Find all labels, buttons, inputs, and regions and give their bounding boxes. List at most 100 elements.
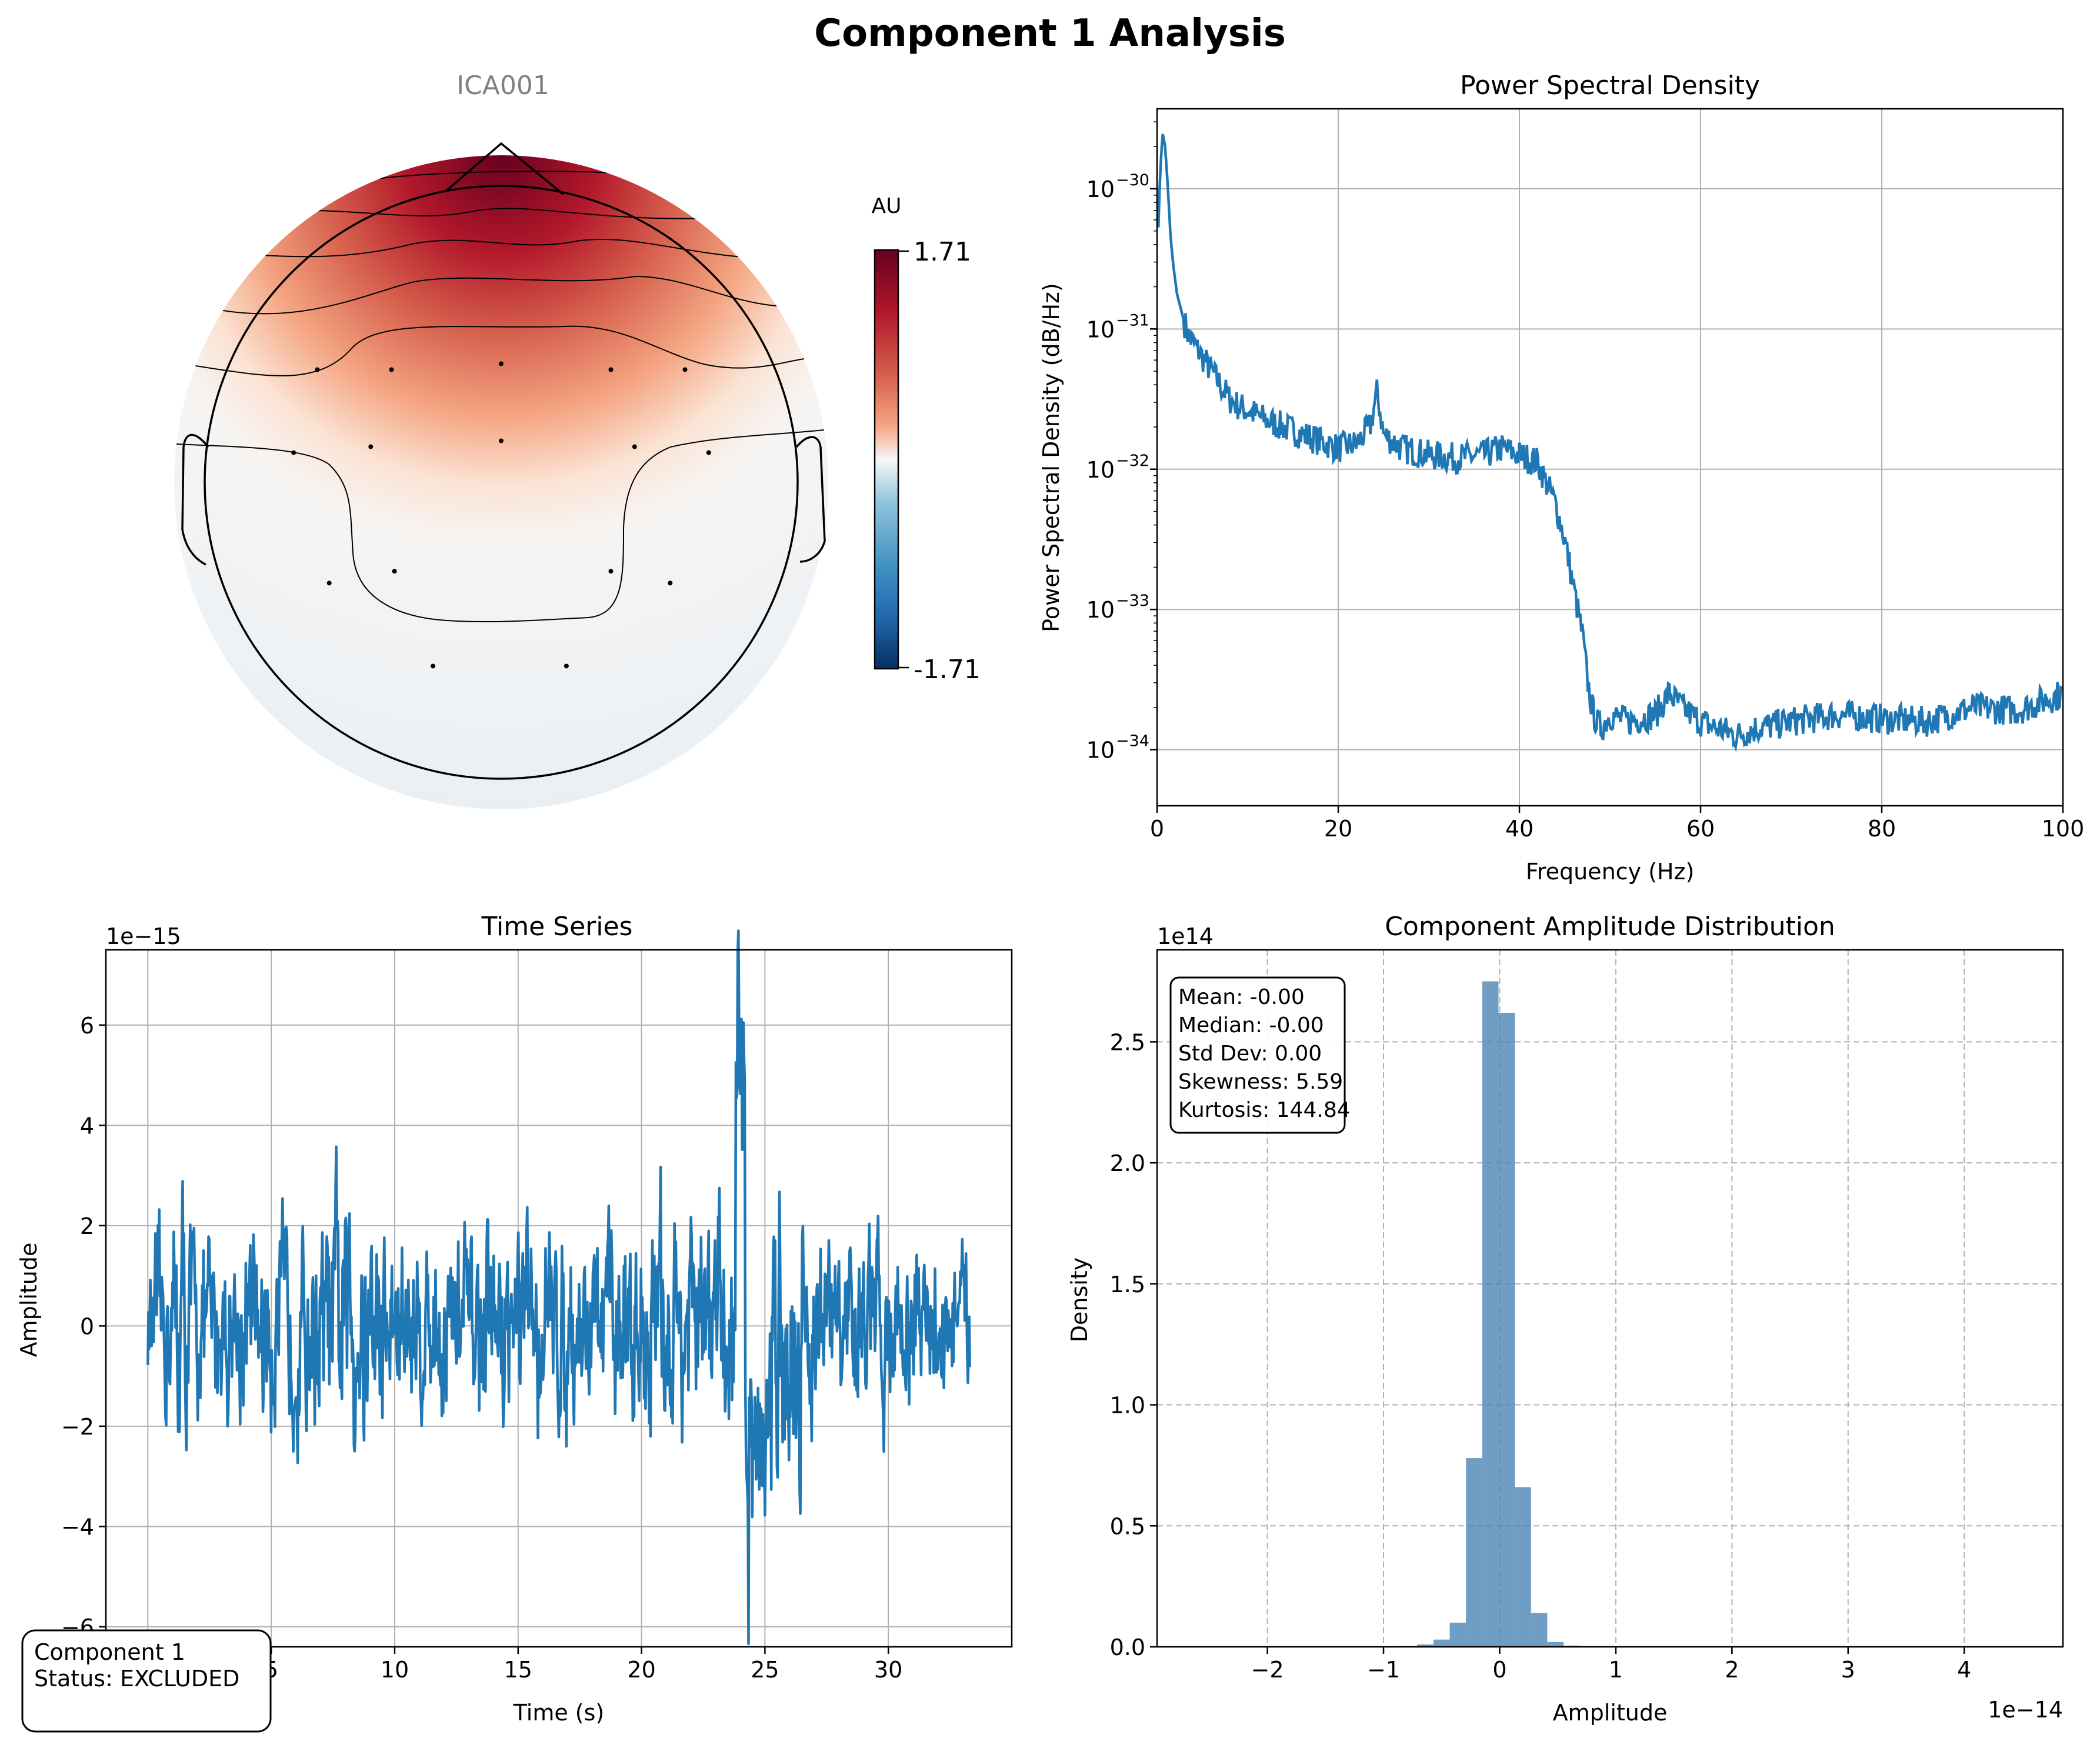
hist-bar (1417, 1644, 1434, 1647)
sensor-markers (291, 361, 711, 669)
psd-ylabel: Power Spectral Density (dB/Hz) (1038, 283, 1064, 632)
ts-ytick-label: 4 (80, 1113, 94, 1139)
sensor-marker (668, 581, 673, 586)
psd-ytick-label: 10 (1086, 738, 1115, 763)
sensor-marker (291, 450, 296, 455)
figure-title: Component 1 Analysis (814, 12, 1286, 55)
ts-xtick-label: 15 (504, 1657, 532, 1683)
right-ear-outline (795, 436, 826, 563)
topomap-title: ICA001 (456, 71, 549, 101)
psd-xtick-label: 60 (1686, 816, 1715, 842)
hist-xtick-label: −1 (1367, 1657, 1400, 1683)
ts-xtick-label: 30 (874, 1657, 902, 1683)
time-series-xlabel: Time (s) (513, 1700, 605, 1726)
psd-ytick-exponent: −33 (1116, 592, 1149, 610)
topomap-panel: ICA001 AU 1.71 -1.71 (174, 71, 981, 809)
psd-ytick-exponent: −30 (1116, 171, 1149, 189)
histogram-x-offset-text: 1e−14 (1988, 1697, 2063, 1723)
sensor-marker (431, 663, 436, 669)
stats-kurtosis: Kurtosis: 144.84 (1178, 1098, 1351, 1122)
hist-ytick-label: 0.5 (1110, 1513, 1145, 1539)
status-line-2: Status: EXCLUDED (34, 1666, 239, 1692)
time-series-panel: Time Series 1e−15 510152025306420−2−4−6 … (16, 912, 1013, 1733)
psd-ytick-label: 10 (1086, 597, 1115, 623)
stats-median: Median: -0.00 (1178, 1013, 1324, 1038)
time-series-line (146, 929, 971, 1646)
hist-ytick-label: 2.5 (1110, 1029, 1145, 1055)
psd-xtick-label: 0 (1150, 816, 1164, 842)
colorbar-label: AU (872, 194, 902, 218)
sensor-marker (706, 450, 711, 455)
histogram-y-offset-text: 1e14 (1157, 923, 1214, 949)
psd-axes-frame (1156, 108, 2064, 807)
stats-mean: Mean: -0.00 (1178, 985, 1305, 1009)
ts-ytick-label: −4 (61, 1514, 94, 1540)
psd-ytick-exponent: −31 (1116, 311, 1149, 329)
time-series-axes-frame (105, 949, 1013, 1648)
sensor-marker (368, 444, 374, 449)
hist-bar (1531, 1613, 1548, 1647)
hist-xtick-label: 0 (1492, 1657, 1506, 1683)
psd-xtick-label: 20 (1324, 816, 1352, 842)
hist-bar (1449, 1622, 1466, 1647)
colorbar-max-label: 1.71 (914, 237, 971, 267)
psd-xtick-label: 40 (1505, 816, 1534, 842)
status-box (21, 1629, 272, 1733)
sensor-marker (632, 444, 637, 449)
ts-ytick-label: 0 (80, 1313, 94, 1339)
psd-xlabel: Frequency (Hz) (1526, 859, 1695, 885)
stats-skewness: Skewness: 5.59 (1178, 1070, 1343, 1094)
histogram-axes-frame (1156, 949, 2064, 1648)
psd-xtick-label: 80 (1868, 816, 1896, 842)
ts-ytick-label: 6 (80, 1013, 94, 1039)
hist-ytick-label: 0.0 (1110, 1634, 1145, 1660)
head-outline (204, 185, 799, 780)
sensor-marker (499, 361, 504, 366)
ts-ytick-label: 2 (80, 1213, 94, 1239)
hist-bar (1482, 981, 1499, 1647)
ts-xtick-label: 20 (627, 1657, 655, 1683)
psd-ytick-label: 10 (1086, 316, 1115, 342)
psd-title: Power Spectral Density (1460, 71, 1760, 101)
sensor-marker (499, 438, 504, 443)
sensor-marker (326, 581, 332, 586)
stats-std: Std Dev: 0.00 (1178, 1042, 1322, 1066)
psd-ytick-label: 10 (1086, 457, 1115, 483)
status-line-1: Component 1 (34, 1639, 185, 1665)
time-series-offset-text: 1e−15 (106, 923, 181, 949)
psd-series-line (1157, 134, 2064, 752)
colorbar-min-label: -1.71 (914, 655, 981, 685)
histogram-title: Component Amplitude Distribution (1385, 912, 1835, 942)
ts-xtick-label: 25 (751, 1657, 779, 1683)
hist-ytick-label: 1.0 (1110, 1393, 1145, 1419)
sensor-marker (564, 663, 569, 669)
hist-xtick-label: 2 (1725, 1657, 1739, 1683)
ts-ytick-label: −2 (61, 1414, 94, 1440)
psd-grid (1156, 109, 2064, 806)
psd-ytick-label: 10 (1086, 176, 1115, 202)
hist-bar (1498, 1012, 1515, 1647)
hist-xtick-label: 3 (1841, 1657, 1855, 1683)
nose-outline (444, 142, 564, 195)
histogram-ylabel: Density (1066, 1257, 1092, 1342)
psd-xtick-label: 100 (2042, 816, 2085, 842)
sensor-marker (608, 569, 614, 574)
sensor-marker (682, 367, 688, 372)
histogram-xlabel: Amplitude (1553, 1700, 1668, 1726)
hist-ytick-label: 1.5 (1110, 1272, 1145, 1297)
sensor-marker (392, 569, 397, 574)
psd-ytick-exponent: −34 (1116, 732, 1149, 750)
sensor-marker (608, 367, 614, 372)
stats-box (1169, 976, 1346, 1134)
ts-xtick-label: 10 (381, 1657, 409, 1683)
hist-xtick-label: 1 (1609, 1657, 1623, 1683)
hist-xtick-label: 4 (1957, 1657, 1971, 1683)
hist-xtick-label: −2 (1251, 1657, 1284, 1683)
hist-ytick-label: 2.0 (1110, 1150, 1145, 1176)
time-series-ylabel: Amplitude (16, 1243, 42, 1357)
sensor-marker (315, 367, 320, 372)
